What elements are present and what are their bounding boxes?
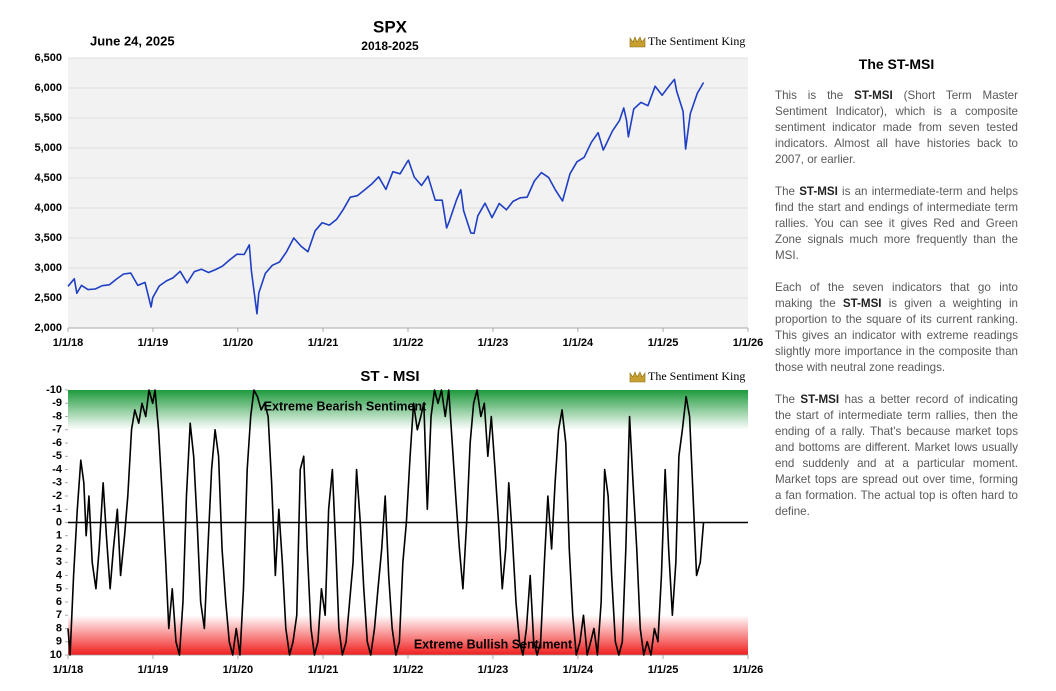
x-tick-label: 1/1/21: [308, 337, 339, 349]
y-tick-label: 3: [56, 556, 62, 568]
y-tick-label: 4,000: [34, 202, 62, 214]
indicator-name: ST-MSI: [854, 89, 893, 102]
y-tick-label: 2,500: [34, 292, 62, 304]
x-tick-label: 1/1/24: [563, 664, 594, 676]
y-tick-label: 3,000: [34, 262, 62, 274]
paragraph-text: is given a weighting in proportion to th…: [775, 297, 1019, 374]
y-tick-label: -2: [52, 490, 62, 502]
y-tick-label: 6,500: [34, 52, 62, 64]
indicator-name: ST-MSI: [799, 185, 838, 198]
y-tick-label: 8: [56, 622, 62, 634]
chart-subtitle: 2018-2025: [361, 39, 419, 53]
side-paragraph: The ST-MSI is an intermediate-term and h…: [775, 184, 1018, 264]
y-tick-label: -9: [52, 397, 62, 409]
plot-background: [68, 58, 748, 328]
y-tick-label: 5: [56, 583, 62, 595]
paragraph-text: has a better record of indicating the st…: [775, 393, 1018, 518]
x-tick-label: 1/1/21: [308, 664, 339, 676]
paragraph-text: Each of the seven indicators that go int…: [775, 281, 1018, 310]
x-tick-label: 1/1/20: [223, 337, 254, 349]
logo-text: The Sentiment King: [648, 369, 745, 383]
y-tick-label: 5,000: [34, 142, 62, 154]
y-tick-label: -6: [52, 437, 62, 449]
y-tick-label: 0: [56, 516, 62, 528]
y-tick-label: -3: [52, 477, 62, 489]
y-tick-label: 6: [56, 596, 62, 608]
y-tick-label: -10: [46, 384, 62, 396]
y-tick-label: 1: [56, 530, 62, 542]
x-tick-label: 1/1/18: [53, 664, 84, 676]
x-tick-label: 1/1/22: [393, 664, 424, 676]
annotation: Extreme Bullish Sentiment: [414, 637, 573, 651]
y-tick-label: 4,500: [34, 172, 62, 184]
y-tick-label: -5: [52, 450, 62, 462]
side-paragraph: Each of the seven indicators that go int…: [775, 280, 1018, 376]
side-paragraph: The ST-MSI has a better record of indica…: [775, 392, 1018, 520]
y-tick-label: -7: [52, 424, 62, 436]
paragraph-text: The: [775, 393, 801, 406]
series-line: [67, 78, 705, 315]
y-tick-label: 5,500: [34, 112, 62, 124]
indicator-name: ST-MSI: [800, 393, 840, 406]
y-tick-label: 9: [56, 636, 62, 648]
x-tick-label: 1/1/26: [733, 664, 764, 676]
y-tick-label: 10: [50, 649, 62, 661]
side-panel: The ST-MSI This is the ST-MSI (Short Ter…: [775, 56, 1018, 536]
logo-crown: [629, 371, 646, 383]
y-tick-label: 2,000: [34, 322, 62, 334]
x-tick-label: 1/1/24: [563, 337, 594, 349]
x-tick-label: 1/1/19: [138, 664, 169, 676]
x-tick-label: 1/1/20: [223, 664, 254, 676]
x-tick-label: 1/1/23: [478, 664, 509, 676]
annotation: Extreme Bearish Sentiment: [264, 399, 427, 413]
y-tick-label: -4: [52, 463, 63, 475]
y-tick-label: 2: [56, 543, 62, 555]
chart-date: June 24, 2025: [90, 33, 175, 48]
x-tick-label: 1/1/18: [53, 337, 84, 349]
paragraph-text: (Short Term Master Sentiment Indicator),…: [775, 89, 1018, 166]
side-title: The ST-MSI: [858, 56, 935, 72]
y-tick-label: 6,000: [34, 82, 62, 94]
x-tick-label: 1/1/23: [478, 337, 509, 349]
chart-title: SPX: [373, 17, 408, 36]
indicator-name: ST-MSI: [842, 297, 882, 310]
paragraph-text: This is the: [775, 89, 855, 102]
logo-crown: [629, 36, 646, 48]
paragraph-text: The: [775, 185, 800, 198]
y-tick-label: 7: [56, 609, 62, 621]
series-line: [67, 389, 705, 656]
logo-text: The Sentiment King: [648, 34, 745, 48]
zone: [68, 390, 748, 430]
x-tick-label: 1/1/25: [648, 664, 679, 676]
x-tick-label: 1/1/22: [393, 337, 424, 349]
x-tick-label: 1/1/25: [648, 337, 679, 349]
side-paragraph: This is the ST-MSI (Short Term Master Se…: [775, 88, 1018, 168]
y-tick-label: -1: [52, 503, 62, 515]
x-tick-label: 1/1/19: [138, 337, 169, 349]
x-tick-label: 1/1/26: [733, 337, 764, 349]
chart-title: ST - MSI: [360, 368, 419, 385]
paragraph-text: is an intermediate-term and helps find t…: [775, 185, 1018, 262]
y-tick-label: -8: [52, 410, 62, 422]
y-tick-label: 4: [56, 569, 63, 581]
y-tick-label: 3,500: [34, 232, 62, 244]
